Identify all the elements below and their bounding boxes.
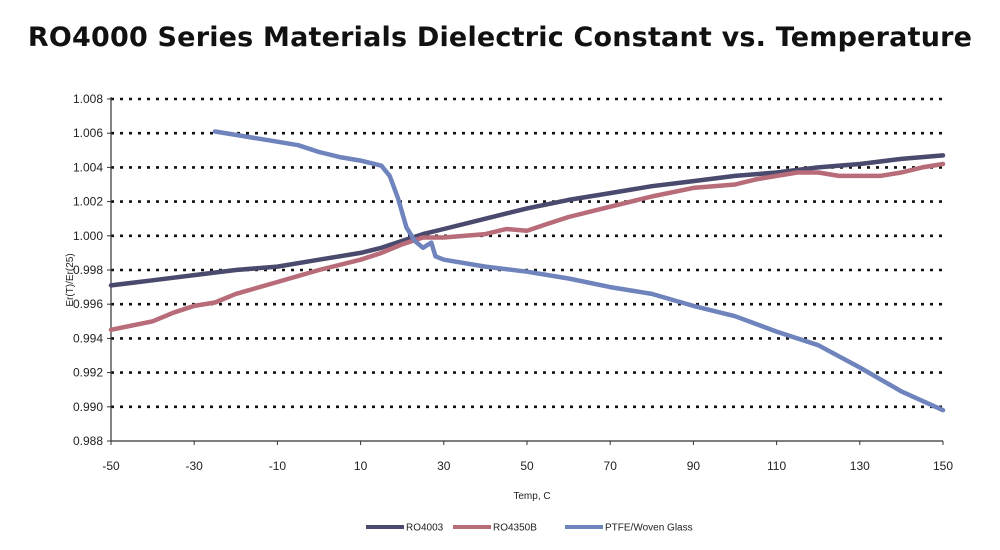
series-line (108, 153, 946, 288)
y-tick-label: 1.006 (73, 126, 103, 140)
legend-label: RO4003 (406, 523, 444, 534)
x-tick-label: -50 (102, 459, 120, 473)
legend-label: PTFE/Woven Glass (605, 523, 693, 534)
x-tick-label: 130 (850, 459, 870, 473)
x-tick-label: 150 (933, 459, 953, 473)
y-tick-label: 0.992 (73, 366, 103, 380)
y-tick-label: 1.004 (73, 160, 103, 174)
series-line (108, 161, 946, 333)
series-line (212, 129, 946, 413)
x-tick-label: 30 (437, 459, 451, 473)
x-tick-label: -10 (269, 459, 287, 473)
y-tick-label: 0.998 (73, 263, 103, 277)
x-axis-ticks: -50 -30 -10 10 30 50 70 90 110 130 150 (102, 441, 953, 473)
y-axis-label: Er(T)/Er(25) (65, 253, 76, 306)
x-tick-label: 50 (520, 459, 534, 473)
x-tick-label: 110 (767, 459, 786, 473)
chart-title: RO4000 Series Materials Dielectric Const… (27, 22, 973, 53)
y-tick-label: 0.996 (73, 297, 103, 311)
legend-label: RO4350B (493, 523, 537, 534)
series-lines (108, 129, 946, 413)
y-tick-label: 1.008 (73, 92, 103, 106)
y-tick-label: 0.990 (73, 400, 103, 414)
x-tick-label: -30 (186, 459, 204, 473)
y-tick-label: 1.000 (73, 229, 103, 243)
y-tick-label: 1.002 (73, 195, 103, 209)
legend: RO4003 RO4350B PTFE/Woven Glass (366, 523, 693, 534)
y-tick-label: 0.988 (73, 434, 103, 448)
y-tick-label: 0.994 (73, 331, 103, 345)
x-tick-label: 70 (604, 459, 618, 473)
y-axis-ticks: 0.988 0.990 0.992 0.994 0.996 0.998 1.000 1.002… (73, 92, 111, 448)
x-tick-label: 10 (354, 459, 368, 473)
x-tick-label: 90 (687, 459, 701, 473)
x-axis-label: Temp, C (513, 491, 550, 502)
